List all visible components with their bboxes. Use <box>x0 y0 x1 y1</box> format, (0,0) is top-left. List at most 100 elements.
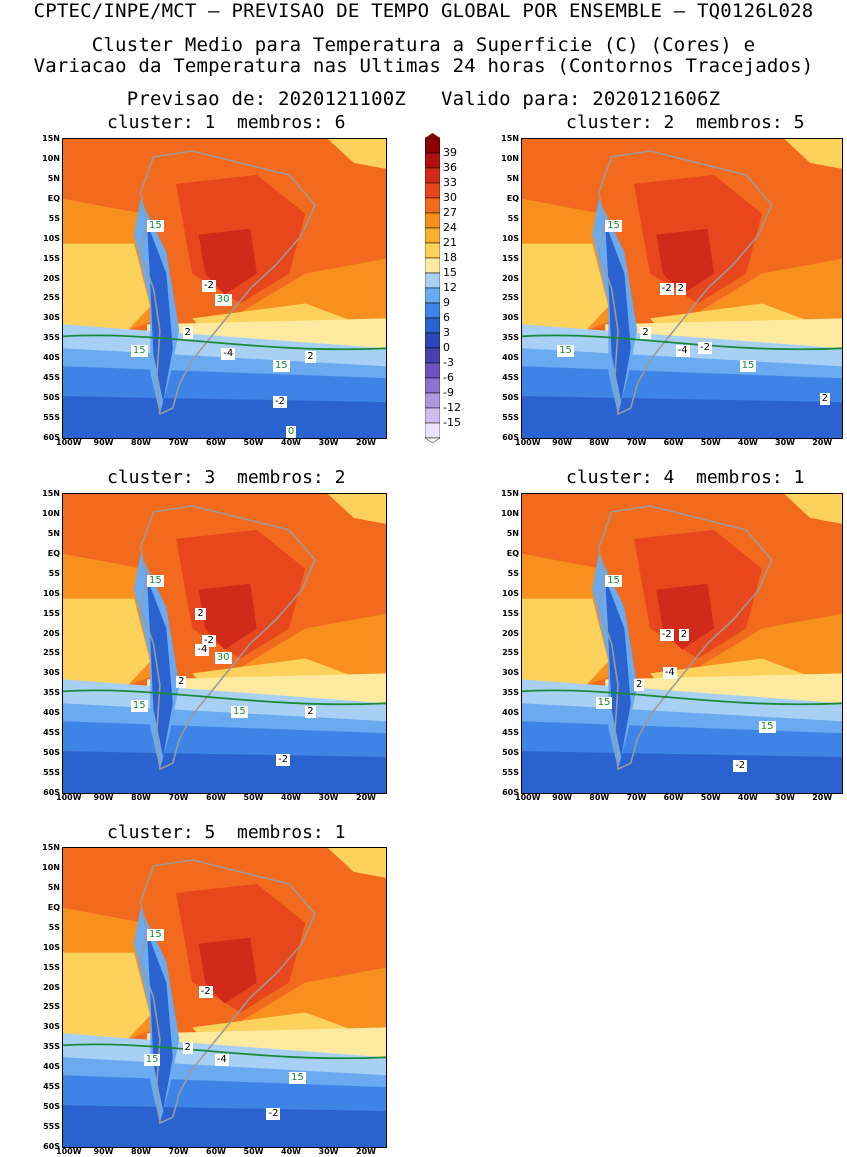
contour-label: 2 <box>195 607 206 620</box>
lat-tick-label: 40S <box>43 708 60 718</box>
colorbar-label: 27 <box>443 206 457 219</box>
colorbar-label: 6 <box>443 311 450 324</box>
isotherm-15 <box>522 334 842 351</box>
temperature-band <box>522 679 842 722</box>
colorbar-segment <box>424 212 441 229</box>
colorbar-label: 39 <box>443 146 457 159</box>
lon-tick-label: 60W <box>206 1147 226 1156</box>
contour-label: 15 <box>130 345 148 358</box>
lon-tick-label: 50W <box>243 438 264 447</box>
lat-tick-label: 55S <box>502 413 519 423</box>
contour-label: 2 <box>819 393 830 406</box>
contour-label: 15 <box>595 697 613 710</box>
lat-tick-label: 5S <box>507 213 519 223</box>
coastline <box>597 505 773 771</box>
coastline <box>139 859 316 1125</box>
lat-tick-label: 50S <box>43 1102 60 1112</box>
lat-tick-label: 50S <box>502 393 519 403</box>
lon-tick-label: 80W <box>589 438 610 447</box>
lat-tick-label: 10S <box>43 588 60 598</box>
temperature-band <box>63 396 386 438</box>
isotherm-15 <box>63 689 386 706</box>
lat-tick-label: 15N <box>501 489 519 498</box>
coastline <box>139 150 316 416</box>
lat-tick-label: 5S <box>48 568 60 578</box>
lat-tick-label: 5N <box>47 528 60 538</box>
lon-tick-label: 70W <box>168 793 189 802</box>
lat-tick-label: 40S <box>502 708 519 718</box>
contour-label: 15 <box>739 360 757 373</box>
colorbar-segment <box>424 242 441 259</box>
temperature-band <box>656 228 714 295</box>
lon-tick-label: 40W <box>737 438 758 447</box>
colorbar-segment <box>424 422 441 439</box>
temperature-band <box>63 1075 386 1118</box>
lat-tick-label: 5N <box>506 173 519 183</box>
panel-title-5: cluster: 5 membros: 1 <box>107 822 346 843</box>
lat-tick-label: 15N <box>501 134 519 143</box>
colorbar-label: -9 <box>443 386 454 399</box>
lat-tick-label: 25S <box>43 1002 60 1012</box>
colorbar-label: -15 <box>443 416 461 429</box>
contour-label: -2 <box>659 628 674 641</box>
lon-tick-label: 50W <box>700 793 721 802</box>
lon-tick-label: 30W <box>318 793 339 802</box>
colorbar-segment <box>424 197 441 214</box>
lat-tick-label: 45S <box>43 373 60 383</box>
contour-label: -2 <box>266 1108 281 1121</box>
lat-tick-label: 50S <box>43 748 60 758</box>
lat-tick-label: 15N <box>42 843 60 852</box>
contour-label: 2 <box>182 327 193 340</box>
lat-tick-label: 35S <box>43 1042 60 1052</box>
lon-tick-label: 20W <box>812 793 833 802</box>
lat-tick-label: 55S <box>43 413 60 423</box>
temperature-band <box>146 222 173 403</box>
colorbar-segment <box>424 257 441 274</box>
lon-tick-label: 100W <box>515 793 541 802</box>
lat-tick-label: 30S <box>43 1022 60 1032</box>
lon-tick-label: 70W <box>626 793 647 802</box>
map-panel-3: 15 2 -2 -4 30 2 15 15 2 -2 <box>62 493 387 794</box>
lat-tick-label: 30S <box>43 668 60 678</box>
lon-tick-label: 40W <box>737 793 758 802</box>
lon-tick-label: 100W <box>56 793 82 802</box>
lat-tick-label: 10S <box>502 588 519 598</box>
lat-tick-label: 5N <box>506 528 519 538</box>
colorbar-segment <box>424 347 441 364</box>
contour-label: -2 <box>198 985 213 998</box>
lat-tick-label: 45S <box>502 373 519 383</box>
header-line-4: Previsao de: 2020121100Z Valido para: 20… <box>126 88 721 110</box>
temperature-field <box>63 139 386 438</box>
lat-tick-label: 40S <box>43 1062 60 1072</box>
lat-tick-label: 15S <box>502 608 519 618</box>
colorbar-label: 3 <box>443 326 450 339</box>
lat-tick-label: 20S <box>43 982 60 992</box>
colorbar-segment <box>424 317 441 334</box>
lat-tick-label: 20S <box>43 628 60 638</box>
header-line-3: Variacao da Temperatura nas Ultimas 24 h… <box>33 55 814 77</box>
contour-label: -4 <box>214 1054 229 1067</box>
temperature-band <box>146 577 173 758</box>
contour-label: 15 <box>130 700 148 713</box>
lat-tick-label: 55S <box>43 1122 60 1132</box>
contour-label: 15 <box>605 574 622 587</box>
colorbar-segment <box>424 137 441 154</box>
colorbar-label: 12 <box>443 281 457 294</box>
lon-tick-label: 90W <box>552 793 573 802</box>
colorbar-label: 0 <box>443 341 450 354</box>
lon-tick-label: 60W <box>206 438 226 447</box>
temperature-band <box>198 583 257 650</box>
lon-tick-label: 90W <box>93 1147 114 1156</box>
contour-label: 15 <box>146 574 164 587</box>
lon-tick-label: 20W <box>356 438 376 447</box>
lat-tick-label: 10N <box>501 508 519 518</box>
isotherm-15 <box>63 1043 386 1060</box>
lat-tick-label: 25S <box>43 648 60 658</box>
temperature-band <box>327 848 386 878</box>
lon-tick-label: 20W <box>356 793 376 802</box>
lon-tick-label: 70W <box>168 1147 189 1156</box>
colorbar-label: -12 <box>443 401 461 414</box>
lon-tick-label: 70W <box>168 438 189 447</box>
contour-label: 15 <box>143 1054 161 1067</box>
temperature-band <box>63 243 151 331</box>
